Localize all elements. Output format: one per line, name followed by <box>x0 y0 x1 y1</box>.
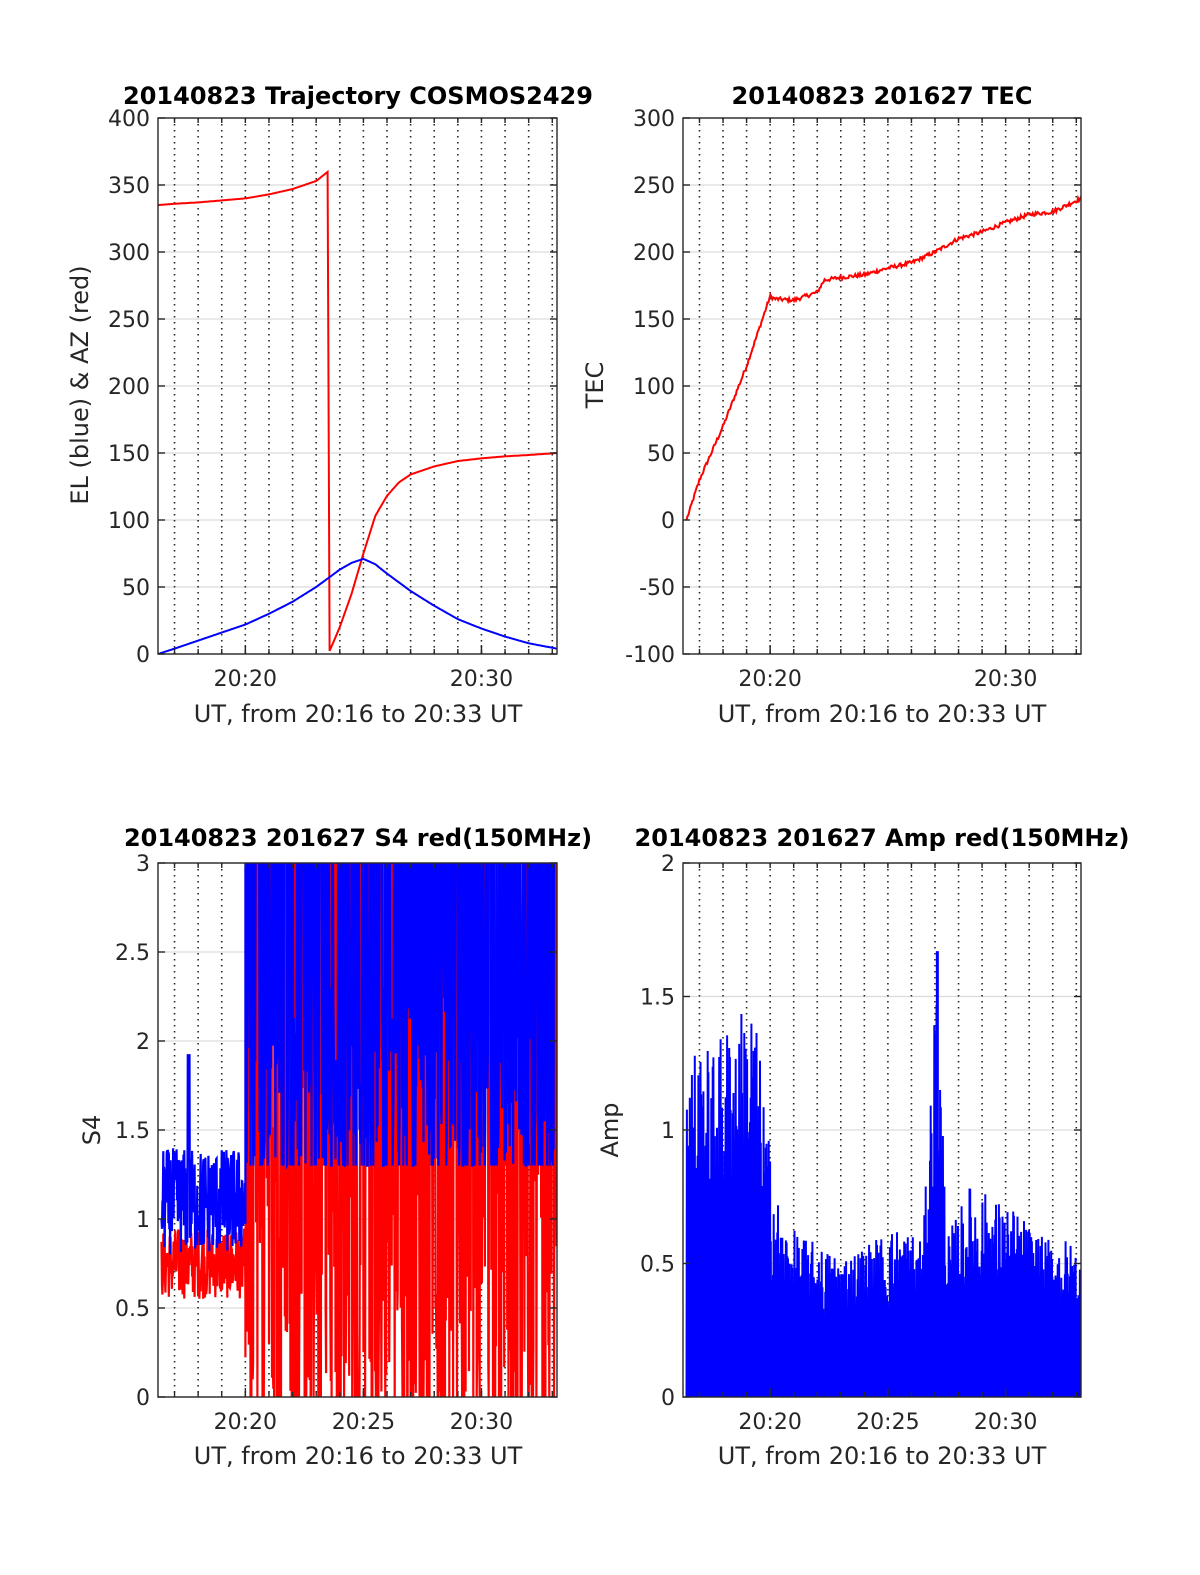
panel-trajectory: 20140823 Trajectory COSMOS2429 UT, from … <box>66 82 593 728</box>
y-tick-label: 350 <box>108 174 150 199</box>
y-tick-label: 1 <box>136 1208 150 1233</box>
series-line-blue <box>160 863 556 1255</box>
y-tick-label: 100 <box>108 509 150 534</box>
panel-amp: 20140823 201627 Amp red(150MHz) UT, from… <box>596 824 1129 1470</box>
y-axis-label: TEC <box>581 362 609 410</box>
y-tick-label: 250 <box>633 174 675 199</box>
plot-area <box>160 863 557 1397</box>
y-tick-label: 250 <box>108 308 150 333</box>
x-axis-label: UT, from 20:16 to 20:33 UT <box>718 700 1047 728</box>
y-tick-label: 1 <box>661 1119 675 1144</box>
y-axis-label: EL (blue) & AZ (red) <box>66 265 94 504</box>
y-tick-label: 50 <box>647 442 675 467</box>
y-tick-label: 100 <box>633 375 675 400</box>
x-axis-label: UT, from 20:16 to 20:33 UT <box>718 1442 1047 1470</box>
y-tick-label: 200 <box>108 375 150 400</box>
y-tick-label: 150 <box>633 308 675 333</box>
y-tick-label: -100 <box>625 643 675 668</box>
panel-s4: 20140823 201627 S4 red(150MHz) UT, from … <box>78 824 592 1470</box>
y-tick-label: 1.5 <box>115 1119 150 1144</box>
y-tick-label: 0 <box>136 1386 150 1411</box>
plot-area <box>685 194 1081 521</box>
chart-title: 20140823 201627 TEC <box>732 82 1033 110</box>
y-tick-label: 0.5 <box>115 1297 150 1322</box>
x-axis-label: UT, from 20:16 to 20:33 UT <box>194 700 523 728</box>
y-tick-label: 200 <box>633 241 675 266</box>
y-tick-label: -50 <box>639 576 675 601</box>
y-tick-label: 2.5 <box>115 941 150 966</box>
y-tick-label: 50 <box>122 576 150 601</box>
x-tick-label: 20:20 <box>738 1410 801 1435</box>
x-tick-label: 20:30 <box>974 667 1037 692</box>
series-line-red <box>158 169 557 652</box>
x-tick-label: 20:30 <box>450 667 513 692</box>
y-tick-label: 3 <box>136 852 150 877</box>
x-tick-label: 20:20 <box>214 1410 277 1435</box>
y-tick-label: 1.5 <box>640 986 675 1011</box>
x-axis-label: UT, from 20:16 to 20:33 UT <box>194 1442 523 1470</box>
y-tick-label: 0 <box>661 1386 675 1411</box>
y-axis-label: Amp <box>596 1102 624 1157</box>
y-tick-label: 150 <box>108 442 150 467</box>
chart-title: 20140823 Trajectory COSMOS2429 <box>123 82 593 110</box>
plot-area <box>685 951 1081 1397</box>
y-tick-label: 0 <box>661 509 675 534</box>
series-line-red <box>685 194 1081 521</box>
y-tick-label: 2 <box>661 852 675 877</box>
x-tick-label: 20:25 <box>856 1410 919 1435</box>
y-tick-label: 0 <box>136 643 150 668</box>
x-tick-label: 20:20 <box>738 667 801 692</box>
x-tick-label: 20:20 <box>214 667 277 692</box>
x-tick-label: 20:30 <box>450 1410 513 1435</box>
x-tick-label: 20:25 <box>332 1410 395 1435</box>
panel-tec: 20140823 201627 TEC UT, from 20:16 to 20… <box>581 82 1082 728</box>
y-axis-label: S4 <box>78 1115 106 1146</box>
series-line-blue <box>158 557 557 654</box>
chart-title: 20140823 201627 Amp red(150MHz) <box>635 824 1130 852</box>
x-tick-label: 20:30 <box>974 1410 1037 1435</box>
y-tick-label: 300 <box>633 107 675 132</box>
y-tick-label: 300 <box>108 241 150 266</box>
series-line-blue <box>685 1004 1081 1397</box>
y-tick-label: 400 <box>108 107 150 132</box>
y-tick-label: 0.5 <box>640 1253 675 1278</box>
plot-area <box>158 169 557 654</box>
chart-title: 20140823 201627 S4 red(150MHz) <box>124 824 592 852</box>
y-tick-label: 2 <box>136 1030 150 1055</box>
